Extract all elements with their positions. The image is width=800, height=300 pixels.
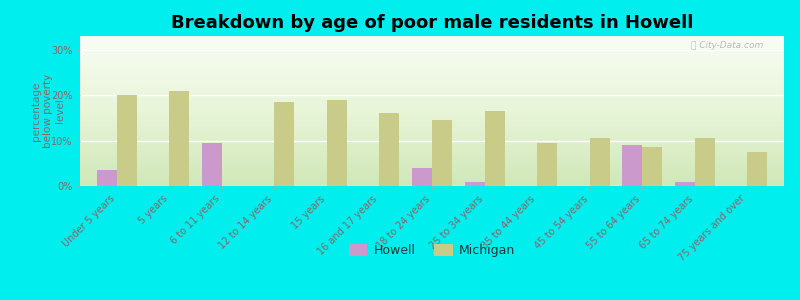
Bar <box>170 91 190 186</box>
Bar <box>642 147 662 186</box>
Bar <box>412 168 432 186</box>
Bar <box>485 111 505 186</box>
Bar <box>674 182 694 186</box>
Bar <box>694 138 714 186</box>
Bar <box>622 145 642 186</box>
Bar <box>590 138 610 186</box>
Bar <box>202 143 222 186</box>
Bar <box>465 182 485 186</box>
Bar <box>537 143 557 186</box>
Text: Ⓒ City-Data.com: Ⓒ City-Data.com <box>690 40 763 50</box>
Bar <box>379 113 399 186</box>
Bar <box>117 95 137 186</box>
Bar <box>274 102 294 186</box>
Y-axis label: percentage
below poverty
level: percentage below poverty level <box>31 74 65 148</box>
Bar <box>97 170 117 186</box>
Bar <box>432 120 452 186</box>
Legend: Howell, Michigan: Howell, Michigan <box>343 239 521 262</box>
Bar <box>747 152 767 186</box>
Title: Breakdown by age of poor male residents in Howell: Breakdown by age of poor male residents … <box>171 14 693 32</box>
Bar <box>327 100 347 186</box>
